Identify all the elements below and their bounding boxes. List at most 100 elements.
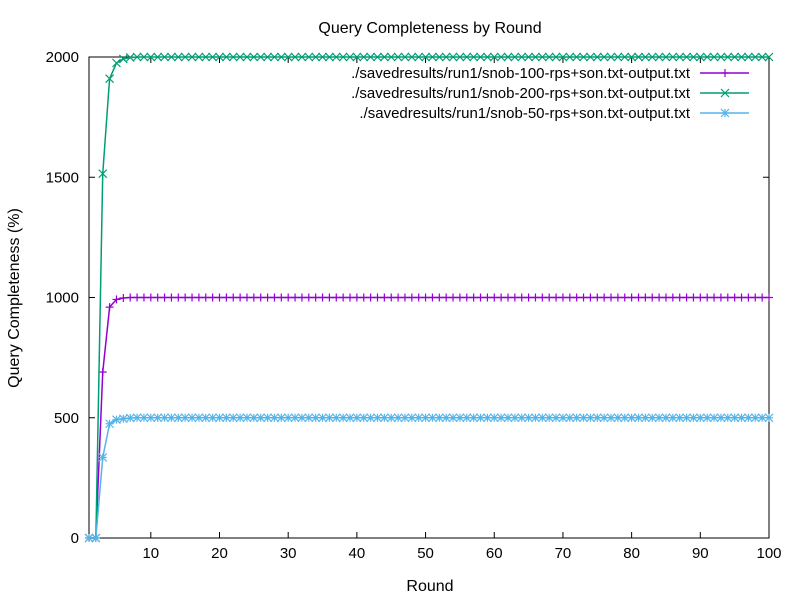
- data-point: [373, 293, 382, 302]
- data-point: [579, 52, 588, 62]
- data-point: [710, 293, 719, 302]
- data-point: [531, 413, 540, 423]
- data-point: [366, 52, 376, 62]
- data-point: [448, 413, 458, 423]
- data-point: [421, 293, 430, 302]
- data-point: [723, 293, 732, 302]
- data-point: [730, 52, 740, 62]
- data-point: [208, 413, 218, 423]
- data-point: [146, 413, 156, 423]
- data-point: [242, 293, 251, 302]
- data-point: [552, 293, 561, 302]
- data-point: [297, 52, 307, 62]
- data-point: [544, 413, 554, 423]
- data-point: [105, 74, 115, 84]
- data-point: [270, 413, 279, 423]
- series-line: [89, 417, 769, 539]
- data-point: [180, 413, 190, 423]
- data-point: [256, 293, 265, 302]
- data-point: [311, 52, 321, 62]
- data-point: [565, 293, 574, 302]
- data-point: [531, 293, 540, 302]
- data-point: [160, 293, 169, 302]
- data-point: [634, 52, 643, 62]
- data-point: [112, 58, 121, 68]
- data-point: [386, 52, 396, 62]
- data-point: [284, 293, 293, 302]
- data-point: [489, 52, 499, 62]
- data-point: [407, 52, 417, 62]
- data-point: [716, 413, 726, 423]
- data-point: [730, 413, 740, 423]
- data-point: [160, 413, 169, 423]
- y-tick-label: 1500: [46, 169, 79, 186]
- data-point: [166, 413, 176, 423]
- data-point: [558, 413, 568, 423]
- data-point: [311, 293, 320, 302]
- data-point: [654, 52, 664, 62]
- data-point: [126, 293, 135, 302]
- data-point: [98, 169, 108, 179]
- legend-label: ./savedresults/run1/snob-100-rps+son.txt…: [351, 65, 691, 82]
- x-tick-label: 70: [555, 545, 572, 562]
- data-point: [380, 293, 389, 302]
- data-point: [91, 533, 101, 543]
- data-point: [414, 413, 424, 423]
- data-point: [510, 293, 519, 302]
- data-point: [215, 413, 224, 423]
- data-point: [490, 293, 499, 302]
- chart-title: Query Completeness by Round: [318, 20, 541, 37]
- data-point: [737, 52, 746, 62]
- data-point: [297, 293, 306, 302]
- data-point: [263, 52, 273, 62]
- x-tick-label: 60: [486, 545, 503, 562]
- data-point: [98, 453, 108, 462]
- data-point: [482, 413, 492, 423]
- data-point: [723, 52, 733, 62]
- series-line: [89, 56, 769, 539]
- data-point: [750, 52, 760, 62]
- data-point: [764, 413, 774, 423]
- data-point: [483, 293, 492, 302]
- data-point: [222, 293, 231, 302]
- y-tick-label: 1000: [46, 290, 79, 307]
- data-point: [627, 413, 637, 423]
- data-point: [503, 52, 513, 62]
- data-point: [593, 293, 602, 302]
- data-point: [311, 413, 321, 423]
- data-point: [620, 293, 629, 302]
- data-point: [750, 413, 760, 423]
- data-point: [359, 413, 369, 423]
- data-point: [345, 52, 355, 62]
- data-point: [331, 52, 341, 62]
- data-point: [579, 413, 588, 423]
- data-point: [318, 413, 327, 423]
- data-point: [188, 293, 197, 302]
- data-point: [249, 52, 259, 62]
- data-point: [352, 293, 361, 302]
- data-point: [607, 293, 616, 302]
- data-point: [613, 293, 622, 302]
- data-point: [524, 293, 533, 302]
- data-point: [544, 52, 554, 62]
- data-point: [661, 293, 670, 302]
- data-point: [599, 413, 609, 423]
- data-point: [373, 413, 382, 423]
- data-point: [503, 413, 513, 423]
- data-point: [132, 413, 142, 423]
- data-point: [696, 293, 705, 302]
- legend: ./savedresults/run1/snob-100-rps+son.txt…: [351, 65, 749, 122]
- data-point: [689, 52, 698, 62]
- data-point: [187, 52, 197, 62]
- data-point: [720, 88, 730, 98]
- data-point: [462, 52, 472, 62]
- data-point: [332, 293, 341, 302]
- data-point: [489, 413, 499, 423]
- data-point: [675, 52, 685, 62]
- data-point: [496, 52, 506, 62]
- data-point: [263, 293, 272, 302]
- data-point: [166, 52, 176, 62]
- data-point: [551, 413, 561, 423]
- data-point: [640, 52, 650, 62]
